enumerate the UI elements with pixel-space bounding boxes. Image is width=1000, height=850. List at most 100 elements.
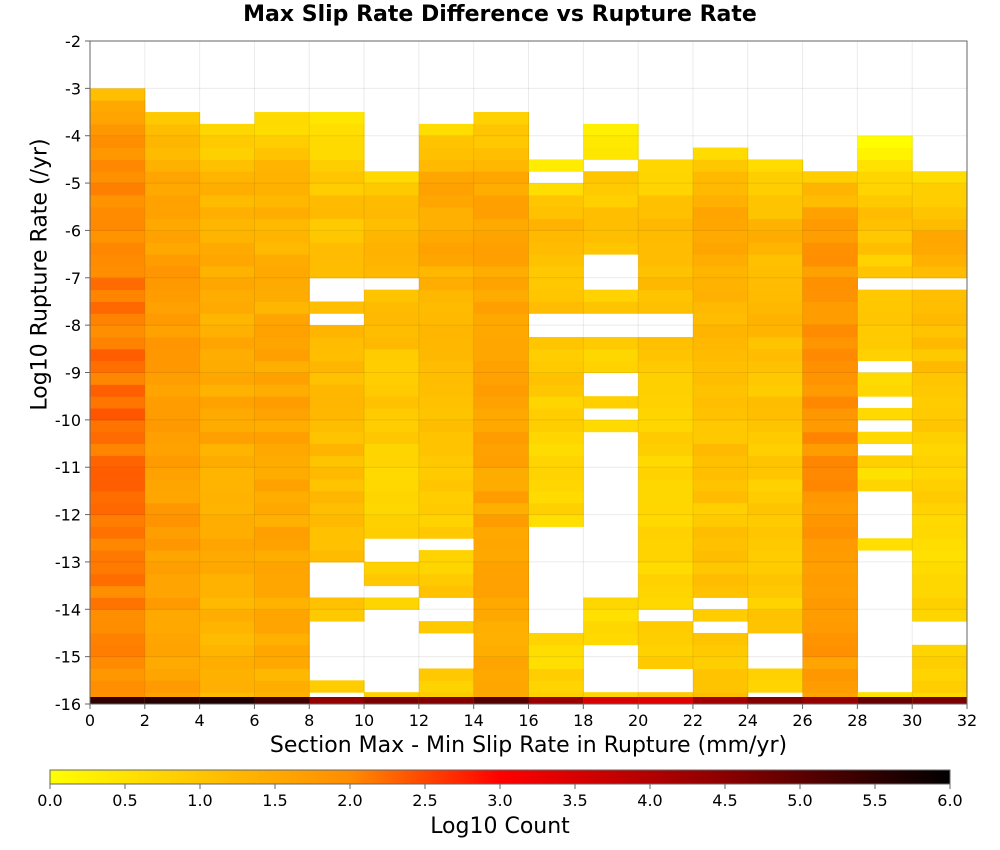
heatmap-cell xyxy=(692,585,749,598)
heatmap-cell xyxy=(473,242,529,255)
heatmap-cell xyxy=(802,336,858,350)
heatmap-cell xyxy=(309,112,365,125)
heatmap-cell xyxy=(90,419,146,433)
heatmap-cell xyxy=(90,100,146,113)
heatmap-cell xyxy=(199,573,255,587)
heatmap-cell xyxy=(638,502,694,516)
heatmap-cell xyxy=(912,183,968,196)
heatmap-cell xyxy=(638,467,694,480)
heatmap-cell xyxy=(857,313,913,326)
heatmap-cell xyxy=(802,301,858,314)
heatmap-cell xyxy=(528,431,584,445)
heatmap-cell xyxy=(144,242,201,255)
heatmap-bottom-cell xyxy=(199,697,255,704)
heatmap-cell xyxy=(473,431,529,445)
heatmap-cell xyxy=(144,479,201,492)
heatmap-cell xyxy=(857,384,913,397)
heatmap-cell xyxy=(418,479,475,492)
heatmap-cell xyxy=(199,254,255,267)
x-tick-label: 16 xyxy=(518,711,538,730)
heatmap-cell xyxy=(528,632,584,646)
heatmap-cell xyxy=(912,360,968,373)
heatmap-cell xyxy=(747,230,804,243)
heatmap-cell xyxy=(747,479,804,492)
heatmap-cell xyxy=(802,348,858,362)
heatmap-cell xyxy=(199,621,255,634)
heatmap-cell xyxy=(144,455,201,468)
heatmap-cell xyxy=(802,218,858,231)
heatmap-cell xyxy=(747,609,804,622)
colorbar-gradient xyxy=(49,769,951,785)
heatmap-cell xyxy=(912,384,968,397)
heatmap-cell xyxy=(309,265,365,279)
heatmap-cell xyxy=(254,360,310,373)
heatmap-cell xyxy=(254,242,310,255)
heatmap-cell xyxy=(144,206,201,220)
heatmap-cell xyxy=(144,644,201,658)
heatmap-cell xyxy=(583,597,639,610)
heatmap-cell xyxy=(90,502,146,516)
heatmap-cell xyxy=(638,561,694,575)
heatmap-cell xyxy=(144,265,201,279)
heatmap-cell xyxy=(857,230,913,243)
heatmap-cell xyxy=(144,526,201,539)
heatmap-cell xyxy=(802,609,858,622)
heatmap-cell xyxy=(692,336,749,350)
heatmap-cell xyxy=(309,218,365,231)
heatmap-cell xyxy=(638,490,694,504)
heatmap-cell xyxy=(90,538,146,551)
heatmap-cell xyxy=(857,171,913,184)
heatmap-cell xyxy=(747,384,804,397)
heatmap-cell xyxy=(473,609,529,622)
heatmap-cell xyxy=(364,325,420,338)
heatmap-cell xyxy=(473,171,529,184)
heatmap-cell xyxy=(90,621,146,634)
heatmap-cell xyxy=(199,419,255,433)
heatmap-cell xyxy=(473,538,529,551)
heatmap-cell xyxy=(747,277,804,291)
heatmap-cell xyxy=(364,597,420,610)
heatmap-cell xyxy=(254,668,310,681)
heatmap-cell xyxy=(309,467,365,480)
heatmap-cell xyxy=(638,550,694,563)
colorbar-tick-label: 4.5 xyxy=(712,791,737,810)
heatmap-cell xyxy=(802,230,858,243)
heatmap-cell xyxy=(309,609,365,622)
heatmap-cell xyxy=(857,147,913,160)
heatmap-cell xyxy=(747,218,804,231)
heatmap-cell xyxy=(364,419,420,433)
heatmap-cell xyxy=(309,336,365,350)
heatmap-cell xyxy=(309,230,365,243)
heatmap-cell xyxy=(528,384,584,397)
heatmap-cell xyxy=(90,289,146,302)
heatmap-cell xyxy=(912,396,968,409)
y-axis-label: Log10 Rupture Rate (/yr) xyxy=(27,138,53,411)
heatmap-cell xyxy=(692,455,749,468)
heatmap-cell xyxy=(802,561,858,575)
heatmap-cell xyxy=(528,242,584,255)
colorbar-tick-label: 3.5 xyxy=(562,791,587,810)
heatmap-bottom-cell xyxy=(638,697,694,704)
heatmap-cell xyxy=(199,443,255,456)
heatmap-cell xyxy=(692,194,749,208)
heatmap-cell xyxy=(473,573,529,587)
heatmap-cell xyxy=(254,419,310,433)
heatmap-cell xyxy=(90,656,146,669)
heatmap-cell xyxy=(692,502,749,516)
heatmap-cell xyxy=(90,443,146,456)
heatmap-cell xyxy=(912,680,968,693)
heatmap-cell xyxy=(857,467,913,480)
heatmap-cell xyxy=(692,159,749,172)
heatmap-cell xyxy=(418,384,475,397)
heatmap-cell xyxy=(473,254,529,267)
heatmap-cell xyxy=(857,194,913,208)
heatmap-cell xyxy=(364,171,420,184)
heatmap-cell xyxy=(583,135,639,149)
heatmap-cell xyxy=(692,550,749,563)
heatmap-cell xyxy=(692,408,749,421)
heatmap-cell xyxy=(90,112,146,125)
heatmap-cell xyxy=(912,644,968,658)
heatmap-cell xyxy=(418,301,475,314)
heatmap-cell xyxy=(912,443,968,456)
x-tick-label: 6 xyxy=(249,711,259,730)
